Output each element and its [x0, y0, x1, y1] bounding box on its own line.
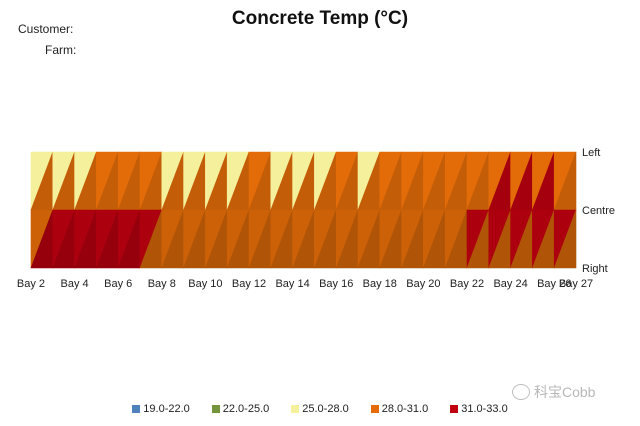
- legend-entry: 19.0-22.0: [132, 403, 190, 415]
- legend-entry: 28.0-31.0: [370, 403, 429, 415]
- heatmap-cell: [553, 209, 577, 269]
- x-tick-label: Bay 26: [537, 278, 571, 290]
- x-tick-label: Bay 14: [275, 278, 309, 290]
- watermark: 科宝Cobb: [512, 382, 595, 402]
- x-tick-label: Bay 24: [493, 278, 527, 290]
- x-tick-label: Bay 2: [17, 278, 45, 290]
- legend-swatch: [211, 404, 220, 413]
- legend-entry: 31.0-33.0: [450, 403, 508, 415]
- heatmap-cells: [30, 151, 577, 269]
- x-tick-label: Bay 16: [319, 278, 353, 290]
- y-tick-label: Right: [582, 263, 608, 275]
- x-tick-label: Bay 20: [406, 278, 440, 290]
- y-tick-label: Left: [582, 147, 600, 159]
- chart-legend: 19.0-22.0 22.0-25.0 25.0-28.0 28.0-31.0 31.0…: [0, 403, 640, 415]
- legend-swatch: [132, 404, 141, 413]
- x-tick-label: Bay 12: [232, 278, 266, 290]
- y-tick-label: Centre: [582, 205, 615, 217]
- legend-label: 22.0-25.0: [222, 403, 270, 415]
- legend-swatch: [291, 404, 300, 413]
- x-tick-label: Bay 10: [188, 278, 222, 290]
- x-tick-label: Bay 22: [450, 278, 484, 290]
- x-tick-label: Bay 27: [559, 278, 593, 290]
- legend-entry: 25.0-28.0: [291, 403, 349, 415]
- legend-swatch: [370, 404, 379, 413]
- chart-title: Concrete Temp (°C): [231, 8, 409, 29]
- x-tick-label: Bay 8: [148, 278, 176, 290]
- customer-label: Customer:: [18, 22, 74, 36]
- x-axis-ticks: Bay 2 Bay 4 Bay 6 Bay 8 Bay 10 Bay 12 Bay 14 Ba…: [17, 278, 593, 290]
- legend-label: 25.0-28.0: [302, 403, 349, 415]
- x-tick-label: Bay 18: [363, 278, 397, 290]
- farm-label: Farm:: [45, 43, 77, 57]
- watermark-text: 科宝Cobb: [534, 384, 596, 400]
- x-tick-label: Bay 6: [104, 278, 132, 290]
- legend-label: 31.0-33.0: [461, 403, 508, 415]
- legend-label: 28.0-31.0: [381, 403, 429, 415]
- legend-entry: 22.0-25.0: [211, 403, 270, 415]
- x-tick-label: Bay 4: [61, 278, 89, 290]
- y-axis-ticks: Left Centre Right: [582, 147, 615, 275]
- legend-label: 19.0-22.0: [143, 403, 190, 415]
- wechat-icon: [512, 384, 530, 400]
- legend-swatch: [450, 404, 459, 413]
